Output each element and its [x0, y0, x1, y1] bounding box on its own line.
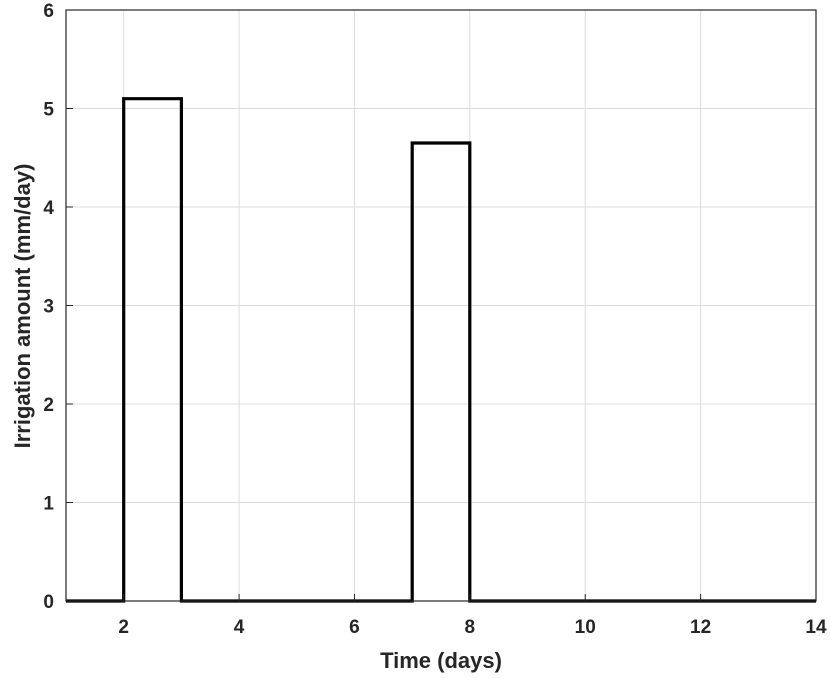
y-tick-label: 1 [43, 494, 54, 515]
x-tick-label: 2 [118, 617, 129, 638]
x-tick-label: 12 [690, 617, 711, 638]
y-axis-label: Irrigation amount (mm/day) [10, 164, 35, 449]
y-tick-label: 5 [43, 100, 54, 121]
x-tick-label: 8 [465, 617, 476, 638]
x-tick-labels: 2 4 6 8 10 12 14 [118, 594, 827, 638]
x-tick-label: 14 [805, 617, 827, 638]
y-tick-label: 0 [43, 592, 54, 613]
y-tick-label: 3 [43, 297, 54, 318]
y-tick-label: 2 [43, 395, 54, 416]
x-axis-label: Time (days) [380, 648, 502, 673]
y-tick-labels: 0 1 2 3 4 5 6 [43, 1, 73, 613]
x-tick-label: 4 [234, 617, 245, 638]
x-tick-label: 6 [349, 617, 360, 638]
y-tick-label: 6 [43, 1, 54, 22]
y-tick-label: 4 [43, 198, 54, 219]
x-tick-label: 10 [575, 617, 596, 638]
